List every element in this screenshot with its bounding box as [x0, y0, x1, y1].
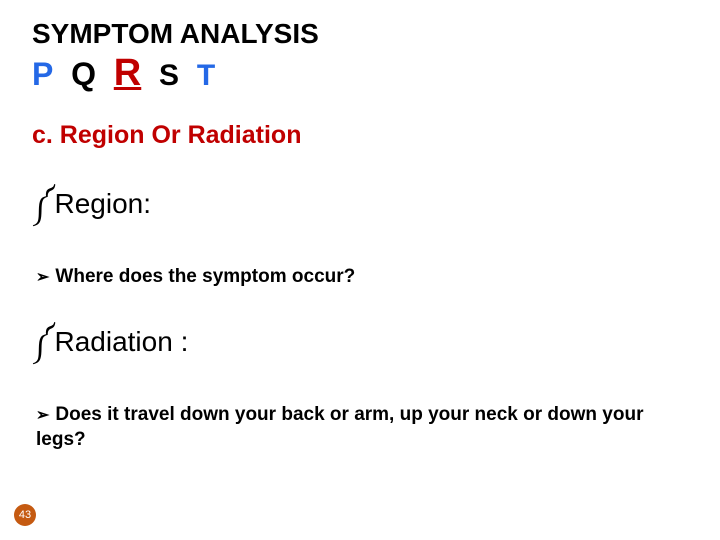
triangle-icon: ➢	[36, 269, 49, 286]
radiation-heading: ༼Radiation :	[32, 310, 692, 389]
region-heading-text: Region:	[54, 188, 151, 219]
letter-s: S	[159, 59, 179, 92]
letter-p: P	[32, 56, 53, 92]
main-title: SYMPTOM ANALYSIS	[32, 18, 692, 50]
letter-t: T	[197, 59, 215, 92]
slide: SYMPTOM ANALYSIS P Q R S T c. Region Or …	[0, 0, 720, 540]
triangle-icon: ➢	[36, 407, 49, 424]
radiation-heading-text: Radiation :	[54, 326, 188, 357]
section-label: c. Region Or Radiation	[32, 121, 692, 150]
region-heading: ༼Region:	[32, 172, 692, 251]
letter-r: R	[114, 52, 141, 94]
script-bullet-icon: ༼	[32, 326, 54, 357]
letter-q: Q	[71, 56, 96, 92]
page-number-badge: 43	[14, 504, 36, 526]
radiation-bullet: ➢Does it travel down your back or arm, u…	[32, 403, 692, 452]
pqrst-row: P Q R S T	[32, 52, 692, 95]
region-bullet-text: Where does the symptom occur?	[55, 266, 355, 287]
region-bullet: ➢ Where does the symptom occur?	[32, 265, 692, 290]
script-bullet-icon: ༼	[32, 188, 54, 219]
radiation-bullet-text: Does it travel down your back or arm, up…	[36, 404, 643, 450]
